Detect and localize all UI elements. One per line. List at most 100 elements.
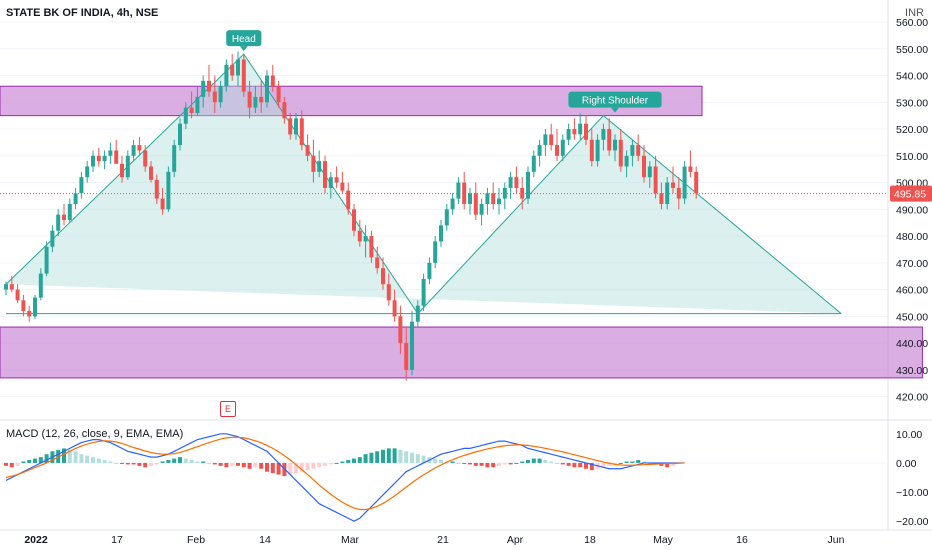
candle-body <box>392 300 397 317</box>
macd-histogram-bar <box>578 462 583 468</box>
macd-histogram-bar <box>549 461 554 463</box>
signal-line <box>5 436 685 511</box>
macd-histogram-bar <box>253 462 258 468</box>
candle-body <box>618 139 623 167</box>
macd-histogram-bar <box>218 462 223 466</box>
macd-histogram-bar <box>154 462 159 465</box>
candle-body <box>468 193 472 204</box>
candle-body <box>473 193 478 215</box>
candle-body <box>560 139 565 156</box>
candle-body <box>9 284 14 290</box>
macd-histogram-bar <box>288 462 293 475</box>
candle-body <box>236 59 240 76</box>
candle-body <box>265 75 269 103</box>
macd-histogram-bar <box>346 460 351 463</box>
candle-body <box>456 182 461 199</box>
macd-histogram-bar <box>665 462 670 468</box>
macd-histogram-bar <box>230 462 235 466</box>
pattern-label: Head <box>226 30 262 52</box>
earnings-marker-icon[interactable]: E <box>220 401 236 417</box>
candle-body <box>485 193 490 204</box>
macd-histogram-bar <box>485 462 490 468</box>
candle-body <box>572 129 577 135</box>
macd-histogram-bar <box>508 462 513 465</box>
macd-histogram-bar <box>642 461 646 463</box>
macd-histogram-bar <box>555 462 559 464</box>
candle-body <box>91 155 95 167</box>
candle-body <box>79 177 84 194</box>
price-tick-label: 440.00 <box>896 338 928 350</box>
macd-histogram-bar <box>67 449 72 463</box>
candle-body <box>647 166 652 178</box>
macd-histogram-bar <box>479 462 484 466</box>
candle-body <box>462 182 467 204</box>
price-tick-label: 490.00 <box>896 204 928 216</box>
macd-histogram-bar <box>381 449 385 463</box>
macd-histogram-bar <box>317 462 322 468</box>
macd-histogram-bar <box>62 448 66 463</box>
candle-body <box>108 150 113 156</box>
price-tick-label: 560.00 <box>896 17 928 29</box>
candle-body <box>601 129 606 140</box>
macd-histogram-bar <box>392 448 397 463</box>
candle-body <box>4 284 8 290</box>
candle-body <box>508 177 513 188</box>
macd-histogram-bar <box>671 462 675 466</box>
macd-histogram-bar <box>9 462 14 468</box>
candle-body <box>357 230 362 242</box>
macd-histogram-bar <box>468 462 472 465</box>
macd-histogram-bar <box>410 452 414 463</box>
pattern-label-pointer <box>239 46 248 52</box>
price-tick-label: 430.00 <box>896 365 928 377</box>
macd-histogram-bar <box>85 455 90 463</box>
candle-body <box>415 305 420 322</box>
candle-body <box>73 193 78 204</box>
time-tick-label: Feb <box>187 534 205 546</box>
candle-body <box>352 209 356 231</box>
macd-histogram-bar <box>589 462 594 471</box>
macd-histogram-bar <box>236 462 240 466</box>
candle-body <box>33 297 37 317</box>
macd-histogram-bar <box>502 462 507 465</box>
macd-histogram-bar <box>294 462 298 474</box>
candle-body <box>369 236 374 258</box>
macd-histogram-bar <box>421 455 426 463</box>
price-tick-label: 470.00 <box>896 258 928 270</box>
candle-body <box>160 198 165 210</box>
macd-histogram-bar <box>398 449 403 463</box>
candle-body <box>247 91 252 108</box>
candle-body <box>311 155 316 172</box>
macd-histogram-bar <box>21 461 26 463</box>
macd-histogram-bar <box>311 462 316 469</box>
candle-body <box>218 86 223 103</box>
candle-body <box>224 64 229 87</box>
candle-body <box>149 166 153 180</box>
candle-body <box>178 123 182 146</box>
candle-body <box>131 145 136 156</box>
candle-body <box>143 150 148 167</box>
macd-histogram-bar <box>15 462 20 466</box>
macd-histogram-bar <box>618 462 623 464</box>
macd-histogram-bar <box>276 462 281 475</box>
macd-histogram-bar <box>108 461 113 463</box>
macd-histogram-bar <box>543 460 548 463</box>
macd-indicator-label[interactable]: MACD (12, 26, close, 9, EMA, EMA) <box>6 428 184 440</box>
macd-histogram-bar <box>607 462 612 466</box>
candle-body <box>56 214 61 231</box>
macd-histogram-bar <box>91 457 95 463</box>
candle-body <box>549 134 554 146</box>
candle-body <box>120 163 124 178</box>
macd-histogram-bar <box>305 462 310 471</box>
candle-body <box>154 179 159 199</box>
macd-histogram-bar <box>96 458 101 463</box>
macd-histogram-bar <box>259 462 264 469</box>
macd-histogram-bar <box>357 457 362 463</box>
last-price-tag <box>890 185 932 202</box>
candle-body <box>381 268 385 285</box>
candle-body <box>183 107 188 124</box>
candle-body <box>427 262 432 279</box>
macd-histogram-bar <box>560 462 565 465</box>
time-tick-label: 21 <box>437 534 449 546</box>
candle-body <box>323 161 327 188</box>
